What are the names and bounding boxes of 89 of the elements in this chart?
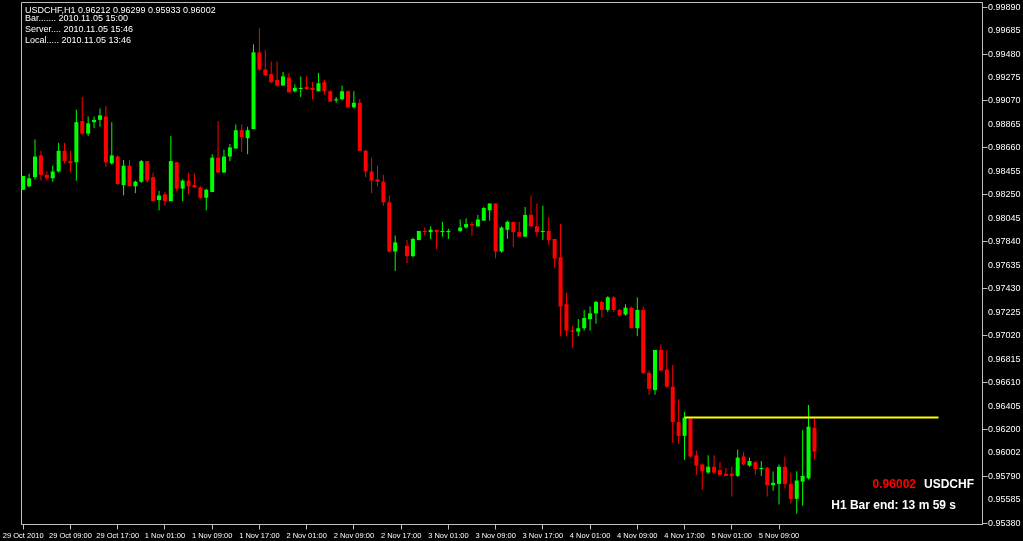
candlestick	[233, 123, 238, 150]
annotation: Server.... 2010.11.05 15:46	[25, 24, 133, 34]
candlestick	[127, 159, 132, 187]
candlestick	[546, 216, 551, 246]
y-tick-label: 0.97840	[988, 236, 1021, 247]
candlestick	[56, 142, 61, 174]
candlestick	[552, 238, 557, 269]
candlestick	[788, 471, 793, 504]
candlestick	[664, 349, 669, 389]
candlestick	[765, 466, 770, 498]
candlestick	[80, 96, 85, 136]
y-tick-label: 0.99070	[988, 95, 1021, 106]
candlestick	[529, 194, 534, 227]
candlestick	[635, 296, 640, 337]
candlestick	[180, 178, 185, 202]
candlestick	[375, 165, 380, 187]
candlestick	[794, 470, 799, 515]
annotation: Bar....... 2010.11.05 15:00	[25, 13, 128, 23]
y-tick-label: 0.98045	[988, 212, 1021, 223]
y-tick-label: 0.95790	[988, 470, 1021, 481]
candlestick	[647, 370, 652, 396]
y-tick-label: 0.95585	[988, 494, 1021, 505]
annotation: 0.96002	[872, 477, 917, 491]
annotation: USDCHF	[924, 477, 974, 491]
y-tick-label: 0.98455	[988, 165, 1021, 176]
candlestick	[221, 149, 226, 174]
candlestick	[204, 188, 209, 211]
candlestick	[97, 107, 102, 128]
candlestick	[511, 221, 516, 248]
y-tick-label: 0.99685	[988, 25, 1021, 36]
candlestick	[157, 190, 162, 211]
candlestick	[139, 159, 144, 184]
y-tick-label: 0.96610	[988, 377, 1021, 388]
candlestick	[658, 343, 663, 372]
candlestick	[599, 300, 604, 319]
candlestick	[682, 411, 687, 461]
y-tick-label: 0.99890	[988, 1, 1021, 12]
y-tick-label: 0.97635	[988, 259, 1021, 270]
candlestick	[62, 142, 67, 164]
y-tick-label: 0.96815	[988, 353, 1021, 364]
candlestick	[239, 123, 244, 153]
y-tick-label: 0.98865	[988, 118, 1021, 129]
y-tick-label: 0.97430	[988, 283, 1021, 294]
y-tick-label: 0.99480	[988, 48, 1021, 59]
candlestick	[257, 27, 262, 72]
y-tick-label: 0.97225	[988, 306, 1021, 317]
candlestick	[534, 202, 539, 238]
candlestick	[345, 89, 350, 109]
candlestick	[269, 61, 274, 84]
candlestick	[676, 398, 681, 445]
candlestick	[363, 149, 368, 178]
candlestick	[33, 138, 38, 180]
candlestick	[121, 159, 126, 196]
candlestick	[245, 126, 250, 155]
candlestick	[523, 206, 528, 238]
candlestick	[86, 115, 91, 137]
candlestick	[369, 157, 374, 194]
candlestick	[38, 150, 43, 182]
candlestick	[588, 306, 593, 332]
candlestick	[393, 235, 398, 272]
y-tick-label: 0.95380	[988, 517, 1021, 528]
candlestick	[694, 450, 699, 476]
chart-title: USDCHF,H1 0.96212 0.96299 0.95933 0.96002	[25, 5, 216, 15]
candlestick	[405, 239, 410, 264]
candlestick	[717, 461, 722, 476]
candlestick	[700, 462, 705, 491]
candlestick	[109, 121, 114, 166]
candlestick	[410, 237, 415, 258]
y-tick-label: 0.97020	[988, 330, 1021, 341]
candlestick	[216, 120, 221, 174]
y-tick-label: 0.98250	[988, 189, 1021, 200]
candlestick	[145, 160, 150, 184]
y-tick-label: 0.96200	[988, 423, 1021, 434]
y-tick-label: 0.98660	[988, 142, 1021, 153]
candlestick	[381, 174, 386, 207]
y-tick-label: 0.99275	[988, 71, 1021, 82]
candlestick	[275, 61, 280, 88]
candlestick	[593, 300, 598, 325]
candlestick	[582, 309, 587, 332]
candlestick	[464, 217, 469, 230]
candlestick	[782, 455, 787, 490]
candlestick	[777, 463, 782, 506]
annotation: Local..... 2010.11.05 13:46	[25, 35, 131, 45]
candlestick	[735, 449, 740, 478]
candlestick	[162, 191, 167, 207]
y-tick-label: 0.96002	[988, 446, 1021, 457]
candlestick	[800, 429, 805, 507]
annotation: H1 Bar end: 13 m 59 s	[831, 498, 957, 512]
y-tick-label: 0.96405	[988, 400, 1021, 411]
